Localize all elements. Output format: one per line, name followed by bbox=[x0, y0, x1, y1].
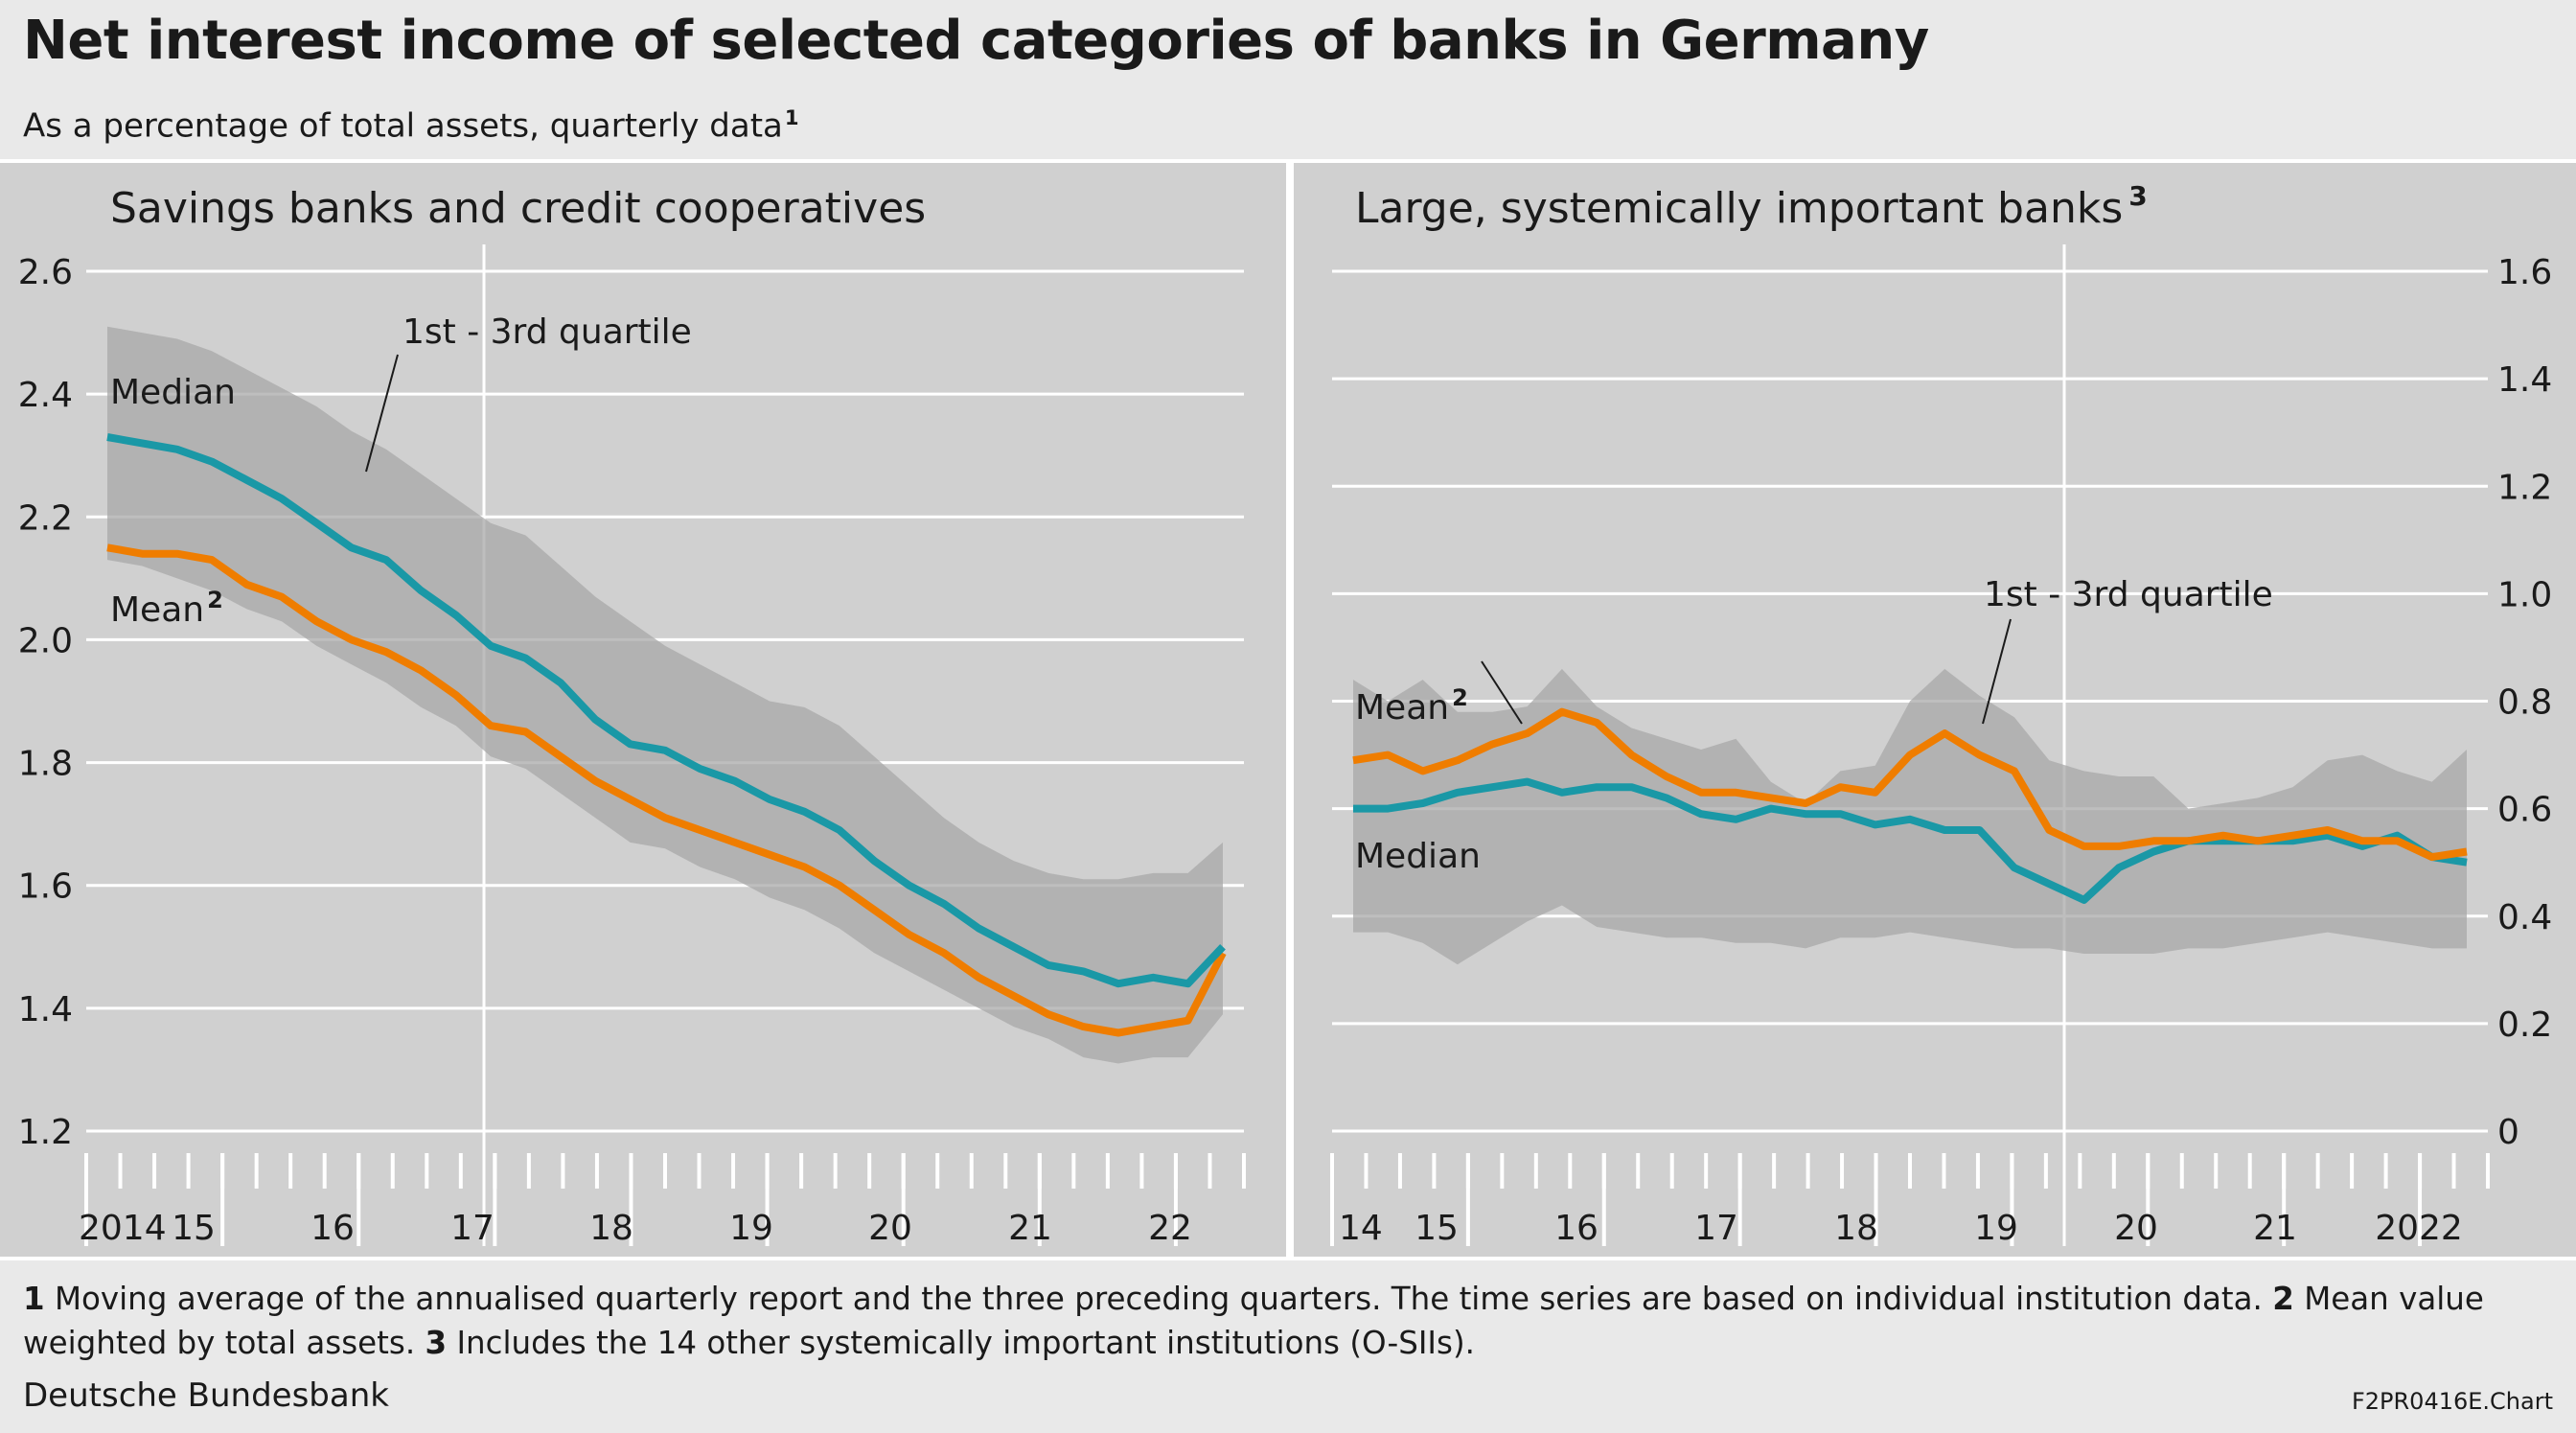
footnotes: 1 Moving average of the annualised quart… bbox=[23, 1277, 2553, 1365]
y-tick-label: 1.6 bbox=[18, 867, 73, 907]
x-tick-label: 17 bbox=[450, 1209, 494, 1248]
chart-id-label: F2PR0416E.Chart bbox=[2351, 1388, 2553, 1415]
median-label: Median bbox=[110, 373, 236, 412]
panel-title-footnote: 3 bbox=[2128, 180, 2147, 212]
y-tick-label: 2.4 bbox=[18, 376, 73, 415]
x-tick-label: 15 bbox=[172, 1209, 216, 1248]
x-tick-label: 14 bbox=[1339, 1209, 1383, 1248]
footnote-1-text: Moving average of the annualised quarter… bbox=[54, 1281, 2263, 1317]
x-tick-label: 2014 bbox=[79, 1209, 167, 1248]
x-tick-label: 2022 bbox=[2375, 1209, 2463, 1248]
page-subtitle: As a percentage of total assets, quarter… bbox=[23, 105, 799, 146]
page-title: Net interest income of selected categori… bbox=[23, 10, 1929, 72]
source-label: Deutsche Bundesbank bbox=[23, 1376, 389, 1415]
quartile-band-label: 1st - 3rd quartile bbox=[402, 312, 692, 352]
footnote-1-marker: 1 bbox=[23, 1281, 45, 1317]
panel-title: Savings banks and credit cooperatives bbox=[110, 184, 926, 233]
y-tick-label: 1.4 bbox=[2497, 360, 2552, 400]
y-tick-label: 1.0 bbox=[2497, 575, 2552, 614]
x-tick-label: 22 bbox=[1148, 1209, 1192, 1248]
band-label-leader-line bbox=[365, 354, 399, 473]
chart-panel-2: 00.20.40.60.81.01.21.41.614 15 16 17 18 19 20 2… bbox=[1294, 161, 2576, 1259]
x-tick-label: 19 bbox=[1974, 1209, 2018, 1248]
median-line bbox=[106, 433, 1226, 988]
mean-line bbox=[1352, 707, 2468, 862]
y-tick-label: 1.2 bbox=[18, 1113, 73, 1152]
y-tick-label: 2.6 bbox=[18, 253, 73, 292]
x-tick-label: 18 bbox=[1834, 1209, 1878, 1248]
y-tick-label: 0.4 bbox=[2497, 898, 2552, 937]
mean-label-footnote: 2 bbox=[1452, 684, 1468, 711]
y-tick-label: 1.2 bbox=[2497, 468, 2552, 507]
y-tick-label: 0.2 bbox=[2497, 1005, 2552, 1045]
panel-title: Large, systemically important banks 3 bbox=[1355, 180, 2148, 233]
subtitle-footnote-marker: 1 bbox=[784, 105, 799, 129]
y-tick-label: 1.6 bbox=[2497, 253, 2552, 292]
mean-line bbox=[106, 543, 1227, 1037]
y-tick-label: 2.0 bbox=[18, 621, 73, 660]
y-tick-label: 1.4 bbox=[18, 990, 73, 1029]
x-tick-label: 21 bbox=[2253, 1209, 2297, 1248]
y-tick-label: 0.8 bbox=[2497, 683, 2552, 723]
x-tick-label: 15 bbox=[1414, 1209, 1459, 1248]
x-tick-label: 19 bbox=[729, 1209, 773, 1248]
footnote-2-marker: 2 bbox=[2272, 1281, 2294, 1317]
band-label-leader-line bbox=[1982, 618, 2012, 725]
footnote-3-marker: 3 bbox=[425, 1325, 448, 1361]
chart-panel-1: 1.2 1.4 1.6 1.8 2.0 2.2 2.4 2.6 2014 15 16 17 18 19 20… bbox=[0, 161, 1286, 1259]
mean-label-footnote: 2 bbox=[207, 587, 223, 613]
x-tick-label: 20 bbox=[2114, 1209, 2158, 1248]
y-tick-label: 1.8 bbox=[18, 745, 73, 784]
median-label: Median bbox=[1355, 837, 1481, 876]
y-tick-label: 2.2 bbox=[18, 498, 73, 538]
interquartile-band bbox=[107, 326, 1223, 1064]
subtitle-text: As a percentage of total assets, quarter… bbox=[23, 106, 783, 146]
x-tick-label: 17 bbox=[1694, 1209, 1738, 1248]
footnote-3-text: Includes the 14 other systemically impor… bbox=[456, 1325, 1475, 1361]
y-tick-label: 0.6 bbox=[2497, 791, 2552, 830]
x-tick-label: 16 bbox=[1554, 1209, 1598, 1248]
x-tick-label: 16 bbox=[310, 1209, 355, 1248]
quartile-band-label: 1st - 3rd quartile bbox=[1984, 575, 2273, 614]
y-tick-label: 0 bbox=[2497, 1113, 2519, 1152]
x-tick-label: 18 bbox=[589, 1209, 633, 1248]
x-tick-label: 20 bbox=[868, 1209, 912, 1248]
mean-label-leader-line bbox=[1481, 660, 1523, 725]
footnote-2-text: Mean value weighted by total assets. bbox=[23, 1281, 2484, 1361]
x-tick-label: 21 bbox=[1008, 1209, 1052, 1248]
